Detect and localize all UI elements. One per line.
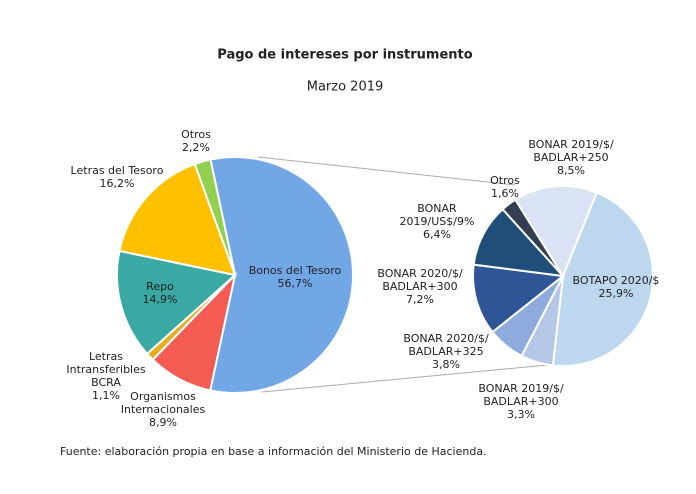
slice-label: Letras del Tesoro: [71, 164, 164, 177]
chart-title: Pago de intereses por instrumento: [217, 48, 472, 63]
slice-label: BONAR 2020/$/BADLAR+300: [377, 267, 463, 293]
source-note: Fuente: elaboración propia en base a inf…: [60, 445, 487, 458]
slice-label: BONAR 2019/$/BADLAR+300: [478, 382, 564, 408]
value-label: 1,6%: [491, 187, 519, 200]
pie-slice: [118, 162, 237, 277]
pie-slice: [116, 249, 238, 356]
value-label: 25,9%: [599, 287, 634, 300]
connector: [257, 156, 516, 186]
value-label: 3,3%: [507, 408, 535, 421]
chart-subtitle: Marzo 2019: [307, 80, 384, 95]
pie-slice: [472, 263, 566, 334]
slice-label: Otros: [181, 128, 211, 141]
slice-label: Otros: [490, 174, 520, 187]
value-label: 8,9%: [149, 416, 177, 429]
value-label: 7,2%: [406, 293, 434, 306]
slice-label: Organismos Internacionales: [121, 390, 206, 416]
value-label: 56,7%: [278, 277, 313, 290]
pie-slice: [193, 158, 236, 276]
value-label: 14,9%: [143, 293, 178, 306]
slice-label: Letras Intransferibles BCRA: [66, 350, 146, 389]
value-label: 2,2%: [182, 141, 210, 154]
connector: [261, 364, 549, 393]
value-label: 16,2%: [100, 177, 135, 190]
slice-label: BONAR 2019/$/BADLAR+250: [528, 138, 614, 164]
value-label: 3,8%: [432, 358, 460, 371]
slice-label: BONAR 2020/$/BADLAR+325: [403, 332, 489, 358]
pie-slice: [209, 156, 354, 394]
pie-slice: [513, 185, 599, 279]
pie-slice: [551, 191, 654, 367]
value-label: 8,5%: [557, 164, 585, 177]
value-label: 1,1%: [92, 389, 120, 402]
value-label: 6,4%: [423, 228, 451, 241]
slice-label: BONAR 2019/US$/9%: [400, 202, 475, 228]
slice-label: BOTAPO 2020/$: [573, 274, 660, 287]
pie-slice: [472, 207, 566, 278]
slice-label: Bonos del Tesoro: [249, 264, 342, 277]
slice-label: Repo: [146, 280, 174, 293]
